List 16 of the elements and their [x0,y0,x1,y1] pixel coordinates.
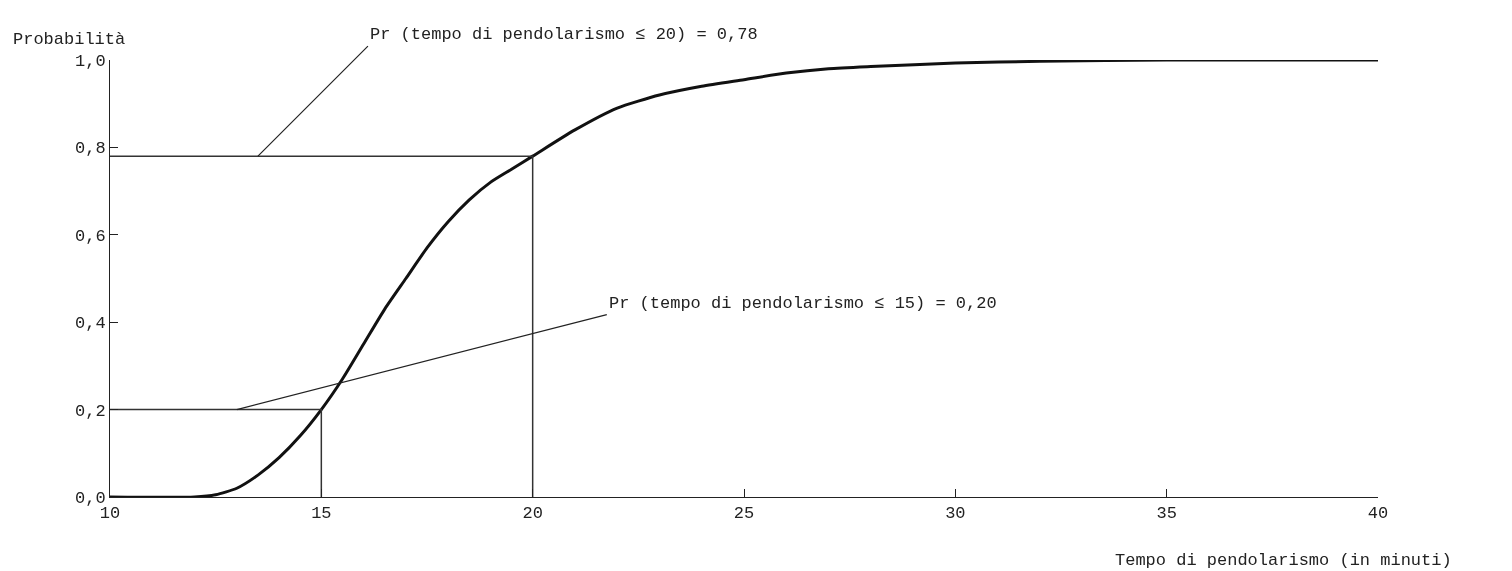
x-tick-label: 30 [945,504,966,524]
x-tick-label: 35 [1156,504,1177,524]
x-tick-label: 20 [522,504,543,524]
y-tick-label: 0,8 [74,139,106,159]
y-tick-label: 1,0 [74,51,106,71]
x-tick-label: 40 [1367,504,1389,524]
y-tick-label: 0,4 [74,314,106,334]
y-tick-label: 0,6 [74,226,106,246]
y-tick-label: 0,2 [74,401,106,421]
line-series [110,60,1378,497]
annotation: Pr (tempo di pendolarismo ≤ 20) = 0,78 [370,25,758,44]
x-tick-label: 15 [311,504,332,524]
x-axis-title: Tempo di pendolarismo (in minuti) [1115,551,1452,570]
x-tick-label: 25 [733,504,755,524]
y-axis-title: Probabilità [13,30,126,49]
annotation: Pr (tempo di pendolarismo ≤ 15) = 0,20 [609,294,997,313]
